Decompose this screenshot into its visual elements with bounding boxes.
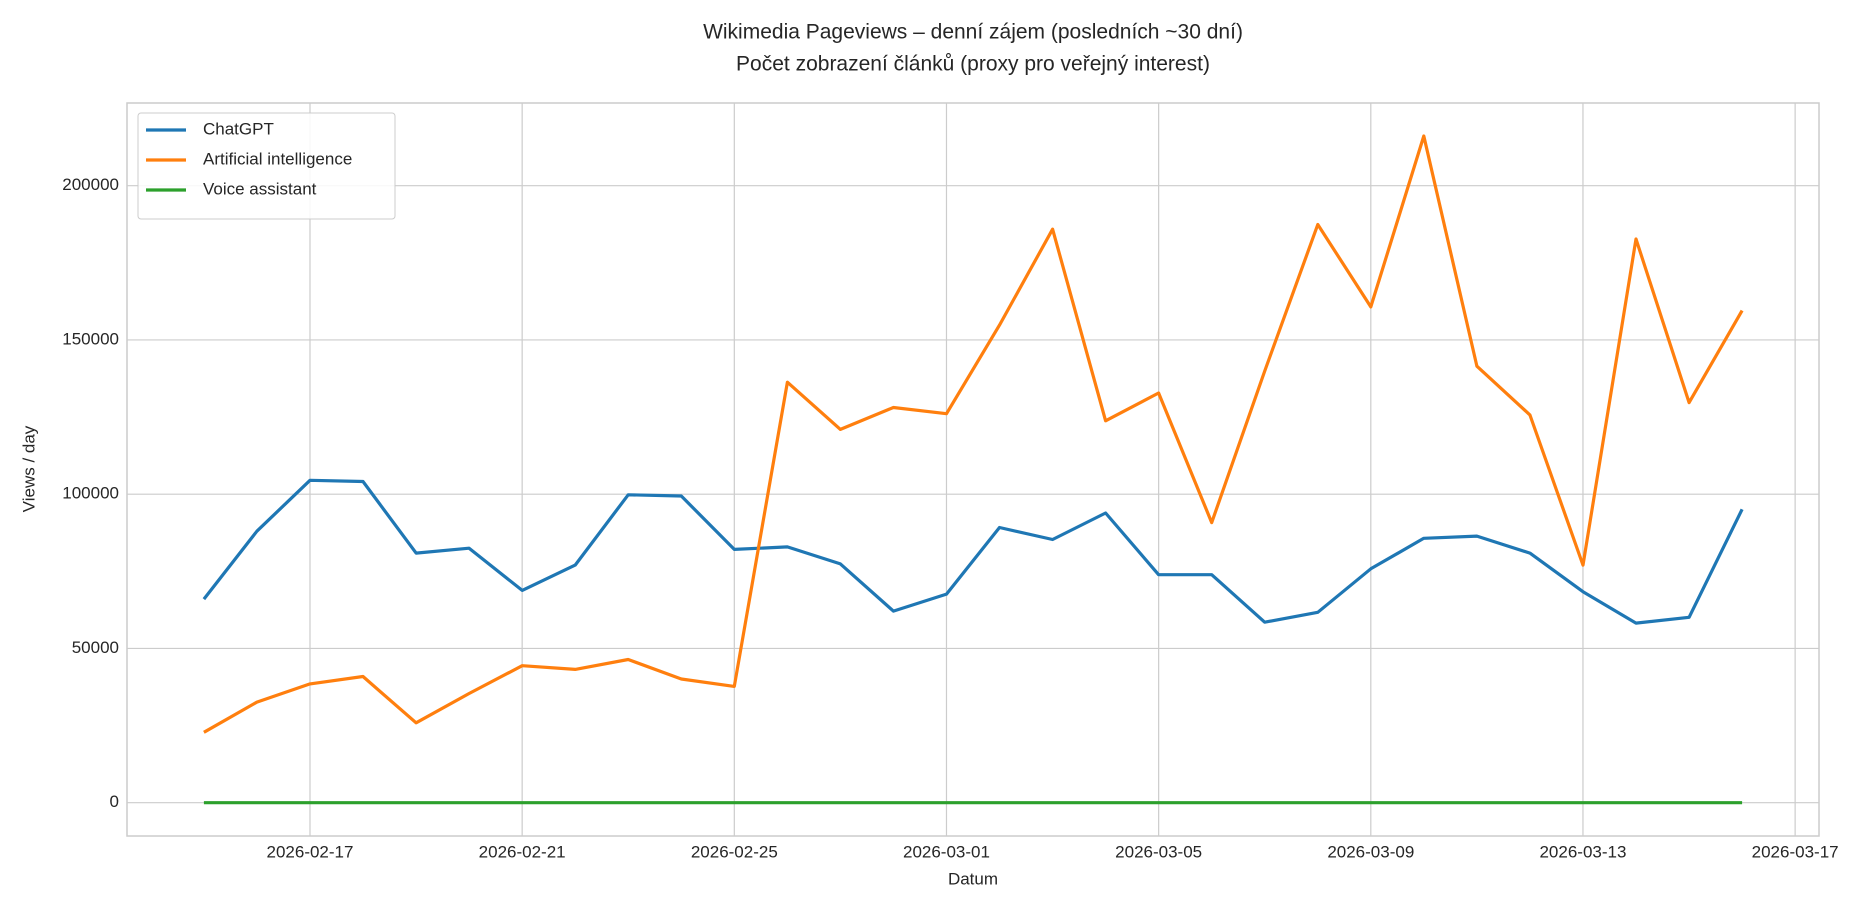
x-tick-label: 2026-02-21 bbox=[479, 842, 566, 861]
chart-subtitle: Počet zobrazení článků (proxy pro veřejn… bbox=[736, 53, 1210, 76]
y-axis-label: Views / day bbox=[19, 425, 38, 512]
y-tick-label: 100000 bbox=[62, 484, 119, 503]
legend-label: Voice assistant bbox=[203, 179, 317, 198]
x-tick-label: 2026-03-13 bbox=[1539, 842, 1626, 861]
y-tick-label: 200000 bbox=[62, 175, 119, 194]
x-tick-label: 2026-02-25 bbox=[691, 842, 778, 861]
legend-label: ChatGPT bbox=[203, 119, 274, 138]
x-tick-label: 2026-03-09 bbox=[1327, 842, 1414, 861]
line-series bbox=[202, 478, 1744, 625]
x-tick-label: 2026-02-17 bbox=[267, 842, 354, 861]
chart-title: Wikimedia Pageviews – denní zájem (posle… bbox=[703, 21, 1243, 44]
x-tick-label: 2026-03-01 bbox=[903, 842, 990, 861]
plot-frame bbox=[126, 102, 1820, 837]
x-tick-label: 2026-03-17 bbox=[1752, 842, 1839, 861]
x-tick-label: 2026-03-05 bbox=[1115, 842, 1202, 861]
y-tick-label: 0 bbox=[110, 792, 119, 811]
y-tick-label: 150000 bbox=[62, 329, 119, 348]
line-series bbox=[203, 134, 1744, 734]
legend-box bbox=[137, 112, 396, 220]
grid bbox=[127, 103, 1819, 836]
legend-label: Artificial intelligence bbox=[203, 149, 352, 168]
y-tick-label: 50000 bbox=[72, 638, 119, 657]
x-axis-label: Datum bbox=[948, 869, 998, 888]
